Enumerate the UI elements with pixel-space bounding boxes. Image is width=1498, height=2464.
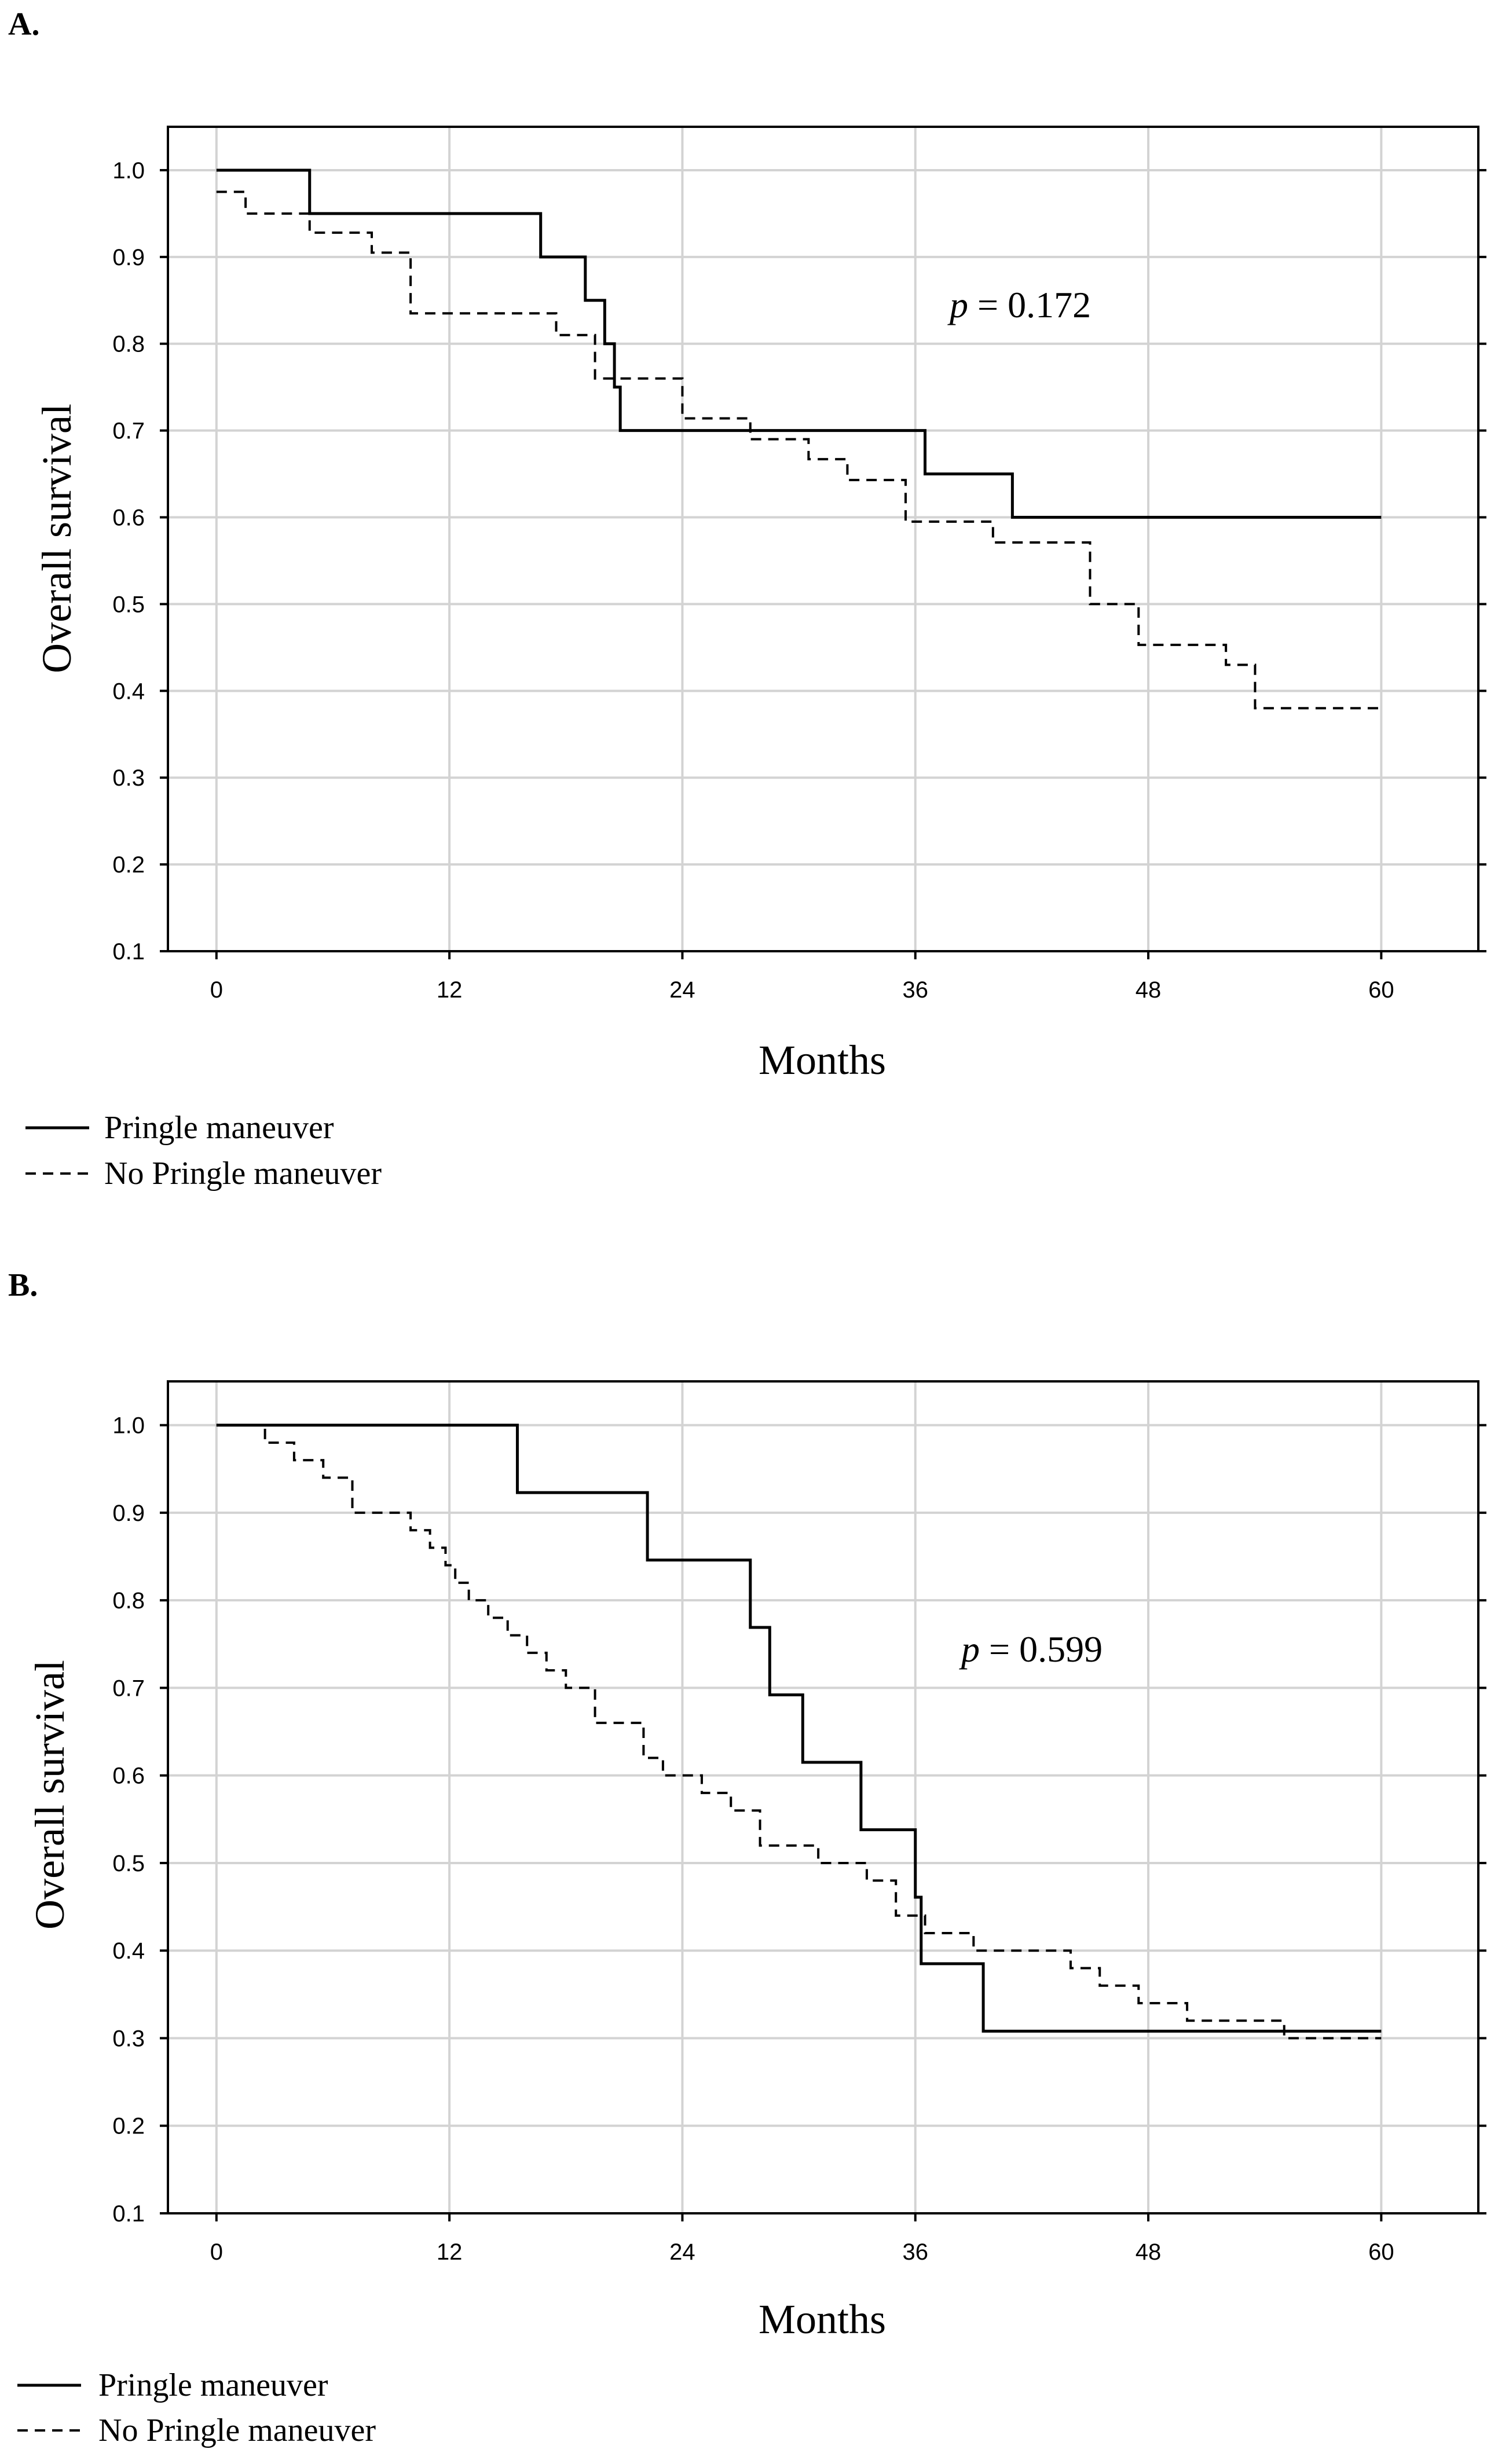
- panel-b-xtick-label: 60: [1368, 2239, 1394, 2265]
- panel-b-p-value: p = 0.599: [959, 1629, 1103, 1670]
- panel-a-legend: Pringle maneuver No Pringle maneuver: [25, 1110, 382, 1191]
- panel-b-ytick-label: 0.5: [112, 1851, 145, 1876]
- panel-a-legend-label-pringle: Pringle maneuver: [104, 1110, 334, 1146]
- panel-a-xtick-label: 36: [902, 977, 928, 1003]
- panel-a-ytick-label: 0.6: [112, 505, 145, 531]
- panel-a-p-symbol: p: [947, 284, 968, 325]
- panel-b-xtick-label: 48: [1136, 2239, 1162, 2265]
- panel-b-plot-frame: [167, 1380, 1479, 2214]
- panel-b-xtick-label: 36: [902, 2239, 928, 2265]
- panel-a-ytick-label: 0.4: [112, 679, 145, 704]
- panel-a-ytick-label: 0.3: [112, 765, 145, 791]
- panel-b-ytick-label: 0.9: [112, 1501, 145, 1526]
- panel-a-series: [216, 168, 1382, 710]
- panel-b-series-pringle: [216, 1424, 1382, 2033]
- panel-b-xtick-label: 12: [437, 2239, 463, 2265]
- panel-b-series-no-pringle: [216, 1424, 1382, 2040]
- panel-b-ticks: 0 12 24 36 48 60 0.1 0.2 0.3 0.4 0.5 0.6 0.7 0.8 0.9 1.…: [112, 1413, 1486, 2265]
- panel-a-ytick-label: 0.2: [112, 852, 145, 878]
- panel-a-xtick-label: 0: [210, 977, 223, 1003]
- panel-b-series: [216, 1424, 1382, 2040]
- panel-a-series-pringle: [216, 168, 1382, 519]
- panel-b-plot: 0 12 24 36 48 60 0.1 0.2 0.3 0.4 0.5 0.6 0.7 0.8 0.9 1.…: [112, 1380, 1486, 2265]
- panel-b-ytick-label: 0.7: [112, 1675, 145, 1701]
- panel-a-ytick-label: 0.1: [112, 939, 145, 965]
- panel-a-ytick-label: 0.5: [112, 592, 145, 617]
- panel-a-label: A.: [8, 6, 39, 42]
- panel-a: A. 0 12 24 36 48 60 0.1 0.2 0.3 0.4 0.5 0.6 0.7 0.8 0.…: [8, 6, 1486, 1191]
- panel-b-p-symbol: p: [959, 1629, 980, 1670]
- panel-b-legend-label-pringle: Pringle maneuver: [98, 2367, 328, 2403]
- panel-b-ytick-label: 0.3: [112, 2026, 145, 2051]
- panel-a-ytick-label: 1.0: [112, 158, 145, 184]
- panel-b-x-axis-title: Months: [759, 2296, 886, 2342]
- panel-a-ytick-label: 0.8: [112, 332, 145, 357]
- panel-b-y-axis-title: Overall survival: [27, 1660, 73, 1930]
- panel-b-legend: Pringle maneuver No Pringle maneuver: [17, 2367, 376, 2448]
- panel-b-xtick-label: 0: [210, 2239, 223, 2265]
- panel-b: B. 0 12 24 36 48 60 0.1 0.2 0.3 0.4 0.5 0.6 0.7 0.8 0.…: [8, 1267, 1486, 2448]
- panel-a-xtick-label: 60: [1368, 977, 1394, 1003]
- panel-a-xtick-label: 12: [437, 977, 463, 1003]
- panel-a-ytick-label: 0.9: [112, 245, 145, 270]
- panel-a-ticks: 0 12 24 36 48 60 0.1 0.2 0.3 0.4 0.5 0.6 0.7 0.8 0.9 1.…: [112, 158, 1486, 1003]
- panel-b-legend-label-no-pringle: No Pringle maneuver: [98, 2412, 376, 2448]
- panel-a-series-no-pringle: [216, 190, 1382, 710]
- panel-a-xtick-label: 48: [1136, 977, 1162, 1003]
- panel-a-p-text: = 0.172: [968, 284, 1091, 325]
- panel-a-ytick-label: 0.7: [112, 419, 145, 444]
- panel-b-p-text: = 0.599: [980, 1629, 1103, 1670]
- panel-a-grid: [168, 127, 1478, 951]
- panel-a-xtick-label: 24: [669, 977, 695, 1003]
- panel-b-ytick-label: 0.1: [112, 2201, 145, 2227]
- panel-b-ytick-label: 0.8: [112, 1588, 145, 1614]
- panel-a-x-axis-title: Months: [759, 1037, 886, 1083]
- panel-b-ytick-label: 1.0: [112, 1413, 145, 1439]
- panel-b-grid: [168, 1381, 1478, 2213]
- panel-b-ytick-label: 0.4: [112, 1938, 145, 1964]
- panel-a-p-value: p = 0.172: [947, 284, 1091, 325]
- panel-a-y-axis-title: Overall survival: [34, 404, 80, 673]
- panel-a-legend-label-no-pringle: No Pringle maneuver: [104, 1156, 382, 1191]
- panel-b-label: B.: [8, 1267, 38, 1303]
- panel-b-ytick-label: 0.2: [112, 2114, 145, 2139]
- panel-a-plot-frame: [167, 126, 1479, 952]
- panel-b-xtick-label: 24: [669, 2239, 695, 2265]
- panel-a-plot: 0 12 24 36 48 60 0.1 0.2 0.3 0.4 0.5 0.6 0.7 0.8 0.9 1.…: [112, 126, 1486, 1003]
- panel-b-ytick-label: 0.6: [112, 1763, 145, 1789]
